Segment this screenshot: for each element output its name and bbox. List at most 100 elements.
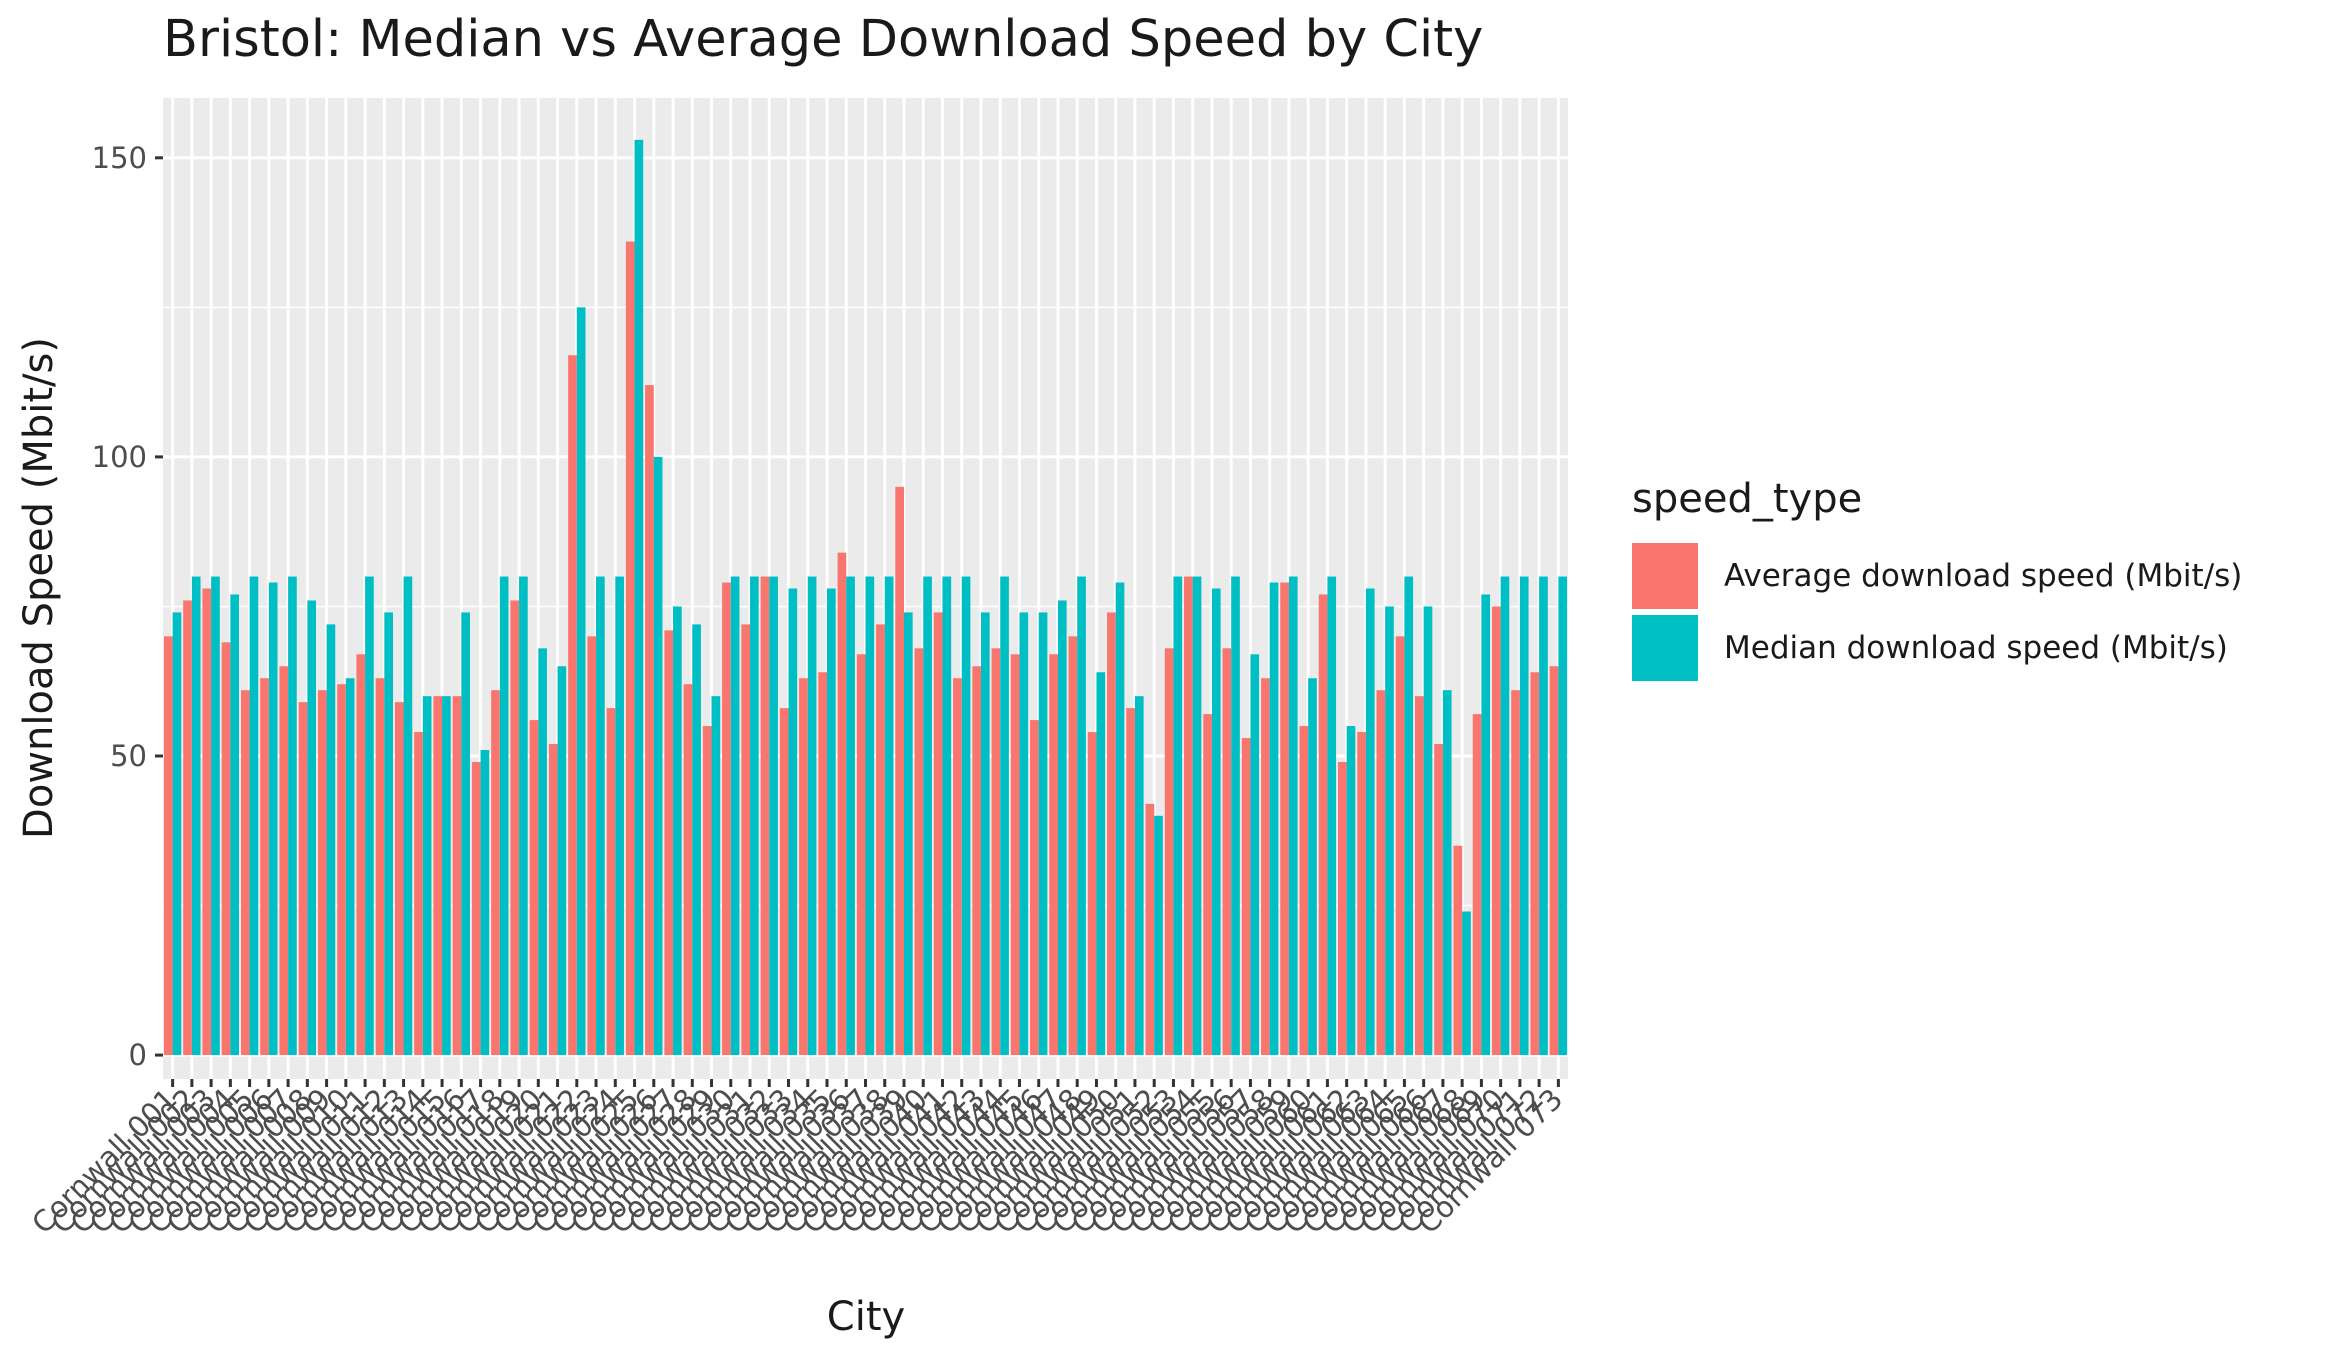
bar-average-cornwall-073	[1549, 666, 1559, 1056]
bar-median-cornwall-007	[288, 576, 297, 1056]
legend-label-average: Average download speed (Mbit/s)	[1724, 558, 2243, 594]
bar-median-cornwall-063	[1365, 588, 1375, 1056]
bar-average-cornwall-047	[1049, 654, 1058, 1056]
bar-average-cornwall-030	[722, 582, 731, 1056]
bar-average-cornwall-035	[818, 672, 828, 1056]
bar-average-cornwall-006	[260, 678, 269, 1056]
bar-median-cornwall-065	[1404, 576, 1414, 1056]
legend-key-median	[1632, 615, 1698, 681]
bar-average-cornwall-002	[183, 600, 192, 1056]
bar-median-cornwall-038	[884, 576, 894, 1056]
bar-median-cornwall-013	[403, 576, 413, 1056]
bar-median-cornwall-064	[1385, 606, 1394, 1056]
bar-median-cornwall-043	[980, 612, 990, 1056]
bar-median-cornwall-021	[557, 666, 567, 1056]
bar-average-cornwall-052	[1145, 803, 1155, 1056]
legend-item-average: Average download speed (Mbit/s)	[1632, 540, 2242, 612]
bar-median-cornwall-010	[345, 678, 355, 1056]
x-axis-title: City	[827, 1294, 905, 1340]
bar-median-cornwall-011	[365, 576, 374, 1056]
legend-label-median: Median download speed (Mbit/s)	[1724, 630, 2228, 666]
bar-median-cornwall-058	[1269, 582, 1279, 1056]
bar-average-cornwall-026	[645, 385, 654, 1056]
bar-average-cornwall-059	[1280, 582, 1289, 1056]
bar-median-cornwall-029	[711, 696, 721, 1056]
bar-average-cornwall-042	[953, 678, 962, 1056]
bar-median-cornwall-020	[538, 648, 547, 1056]
bar-median-cornwall-017	[480, 750, 490, 1056]
bar-average-cornwall-033	[779, 708, 789, 1056]
y-tick-label: 100	[92, 440, 147, 474]
bar-average-cornwall-031	[741, 624, 751, 1056]
bar-median-cornwall-045	[1019, 612, 1029, 1056]
legend-title: speed_type	[1632, 476, 1863, 522]
bar-median-cornwall-046	[1038, 612, 1048, 1056]
bar-median-cornwall-052	[1154, 815, 1163, 1056]
bar-median-cornwall-006	[268, 582, 278, 1056]
bar-average-cornwall-053	[1164, 648, 1174, 1056]
bar-average-cornwall-007	[279, 666, 289, 1056]
bar-average-cornwall-038	[876, 624, 885, 1056]
bar-average-cornwall-037	[856, 654, 866, 1056]
bar-average-cornwall-009	[317, 690, 327, 1056]
bar-average-cornwall-016	[452, 696, 462, 1056]
bar-average-cornwall-065	[1395, 636, 1405, 1056]
bar-average-cornwall-044	[991, 648, 1001, 1056]
bar-median-cornwall-031	[750, 576, 759, 1056]
bar-median-cornwall-044	[1000, 576, 1009, 1056]
bar-median-cornwall-018	[499, 576, 509, 1056]
bar-median-cornwall-071	[1519, 576, 1529, 1056]
bar-median-cornwall-004	[230, 594, 240, 1056]
bar-median-cornwall-037	[865, 576, 875, 1056]
bar-average-cornwall-049	[1087, 732, 1097, 1056]
bar-median-cornwall-060	[1308, 678, 1317, 1056]
bar-average-cornwall-069	[1472, 714, 1482, 1056]
bar-average-cornwall-008	[298, 702, 308, 1056]
bar-average-cornwall-046	[1030, 720, 1039, 1056]
bar-median-cornwall-022	[576, 307, 586, 1056]
bar-average-cornwall-064	[1376, 690, 1386, 1056]
bar-average-cornwall-062	[1338, 761, 1347, 1056]
bars	[163, 139, 1568, 1056]
bar-median-cornwall-035	[827, 588, 836, 1056]
bar-average-cornwall-045	[1010, 654, 1020, 1056]
bar-average-cornwall-012	[375, 678, 385, 1056]
bar-median-cornwall-015	[442, 696, 451, 1056]
bar-average-cornwall-072	[1530, 672, 1540, 1056]
bar-median-cornwall-061	[1327, 576, 1337, 1056]
bar-median-cornwall-062	[1346, 726, 1356, 1056]
bar-average-cornwall-017	[471, 761, 481, 1056]
y-axis: 0 50 100 150	[92, 141, 163, 1072]
bar-average-cornwall-018	[491, 690, 500, 1056]
bar-median-cornwall-066	[1423, 606, 1433, 1056]
bar-median-cornwall-041	[942, 576, 952, 1056]
bar-average-cornwall-050	[1107, 612, 1116, 1056]
y-axis-title: Download Speed (Mbit/s)	[16, 337, 62, 839]
bar-average-cornwall-057	[1241, 738, 1251, 1056]
bar-average-cornwall-005	[240, 690, 250, 1056]
bar-median-cornwall-072	[1539, 576, 1548, 1056]
bar-median-cornwall-003	[211, 576, 220, 1056]
bar-average-cornwall-071	[1511, 690, 1520, 1056]
bar-average-cornwall-019	[510, 600, 520, 1056]
bar-median-cornwall-039	[903, 612, 913, 1056]
bar-average-cornwall-034	[799, 678, 808, 1056]
bar-average-cornwall-039	[895, 486, 904, 1056]
bar-average-cornwall-063	[1357, 732, 1366, 1056]
bar-average-cornwall-021	[548, 744, 558, 1056]
y-tick-label: 0	[129, 1038, 147, 1072]
bar-average-cornwall-023	[587, 636, 597, 1056]
bar-median-cornwall-068	[1462, 911, 1471, 1056]
bar-median-cornwall-051	[1134, 696, 1144, 1056]
bar-average-cornwall-067	[1434, 744, 1443, 1056]
bar-median-cornwall-067	[1442, 690, 1452, 1056]
bar-median-cornwall-059	[1288, 576, 1298, 1056]
bar-median-cornwall-055	[1211, 588, 1221, 1056]
bar-median-cornwall-047	[1057, 600, 1067, 1056]
bar-average-cornwall-070	[1491, 606, 1501, 1056]
bar-average-cornwall-060	[1299, 726, 1309, 1056]
bar-median-cornwall-070	[1500, 576, 1510, 1056]
bar-median-cornwall-049	[1096, 672, 1106, 1056]
bar-average-cornwall-048	[1068, 636, 1078, 1056]
